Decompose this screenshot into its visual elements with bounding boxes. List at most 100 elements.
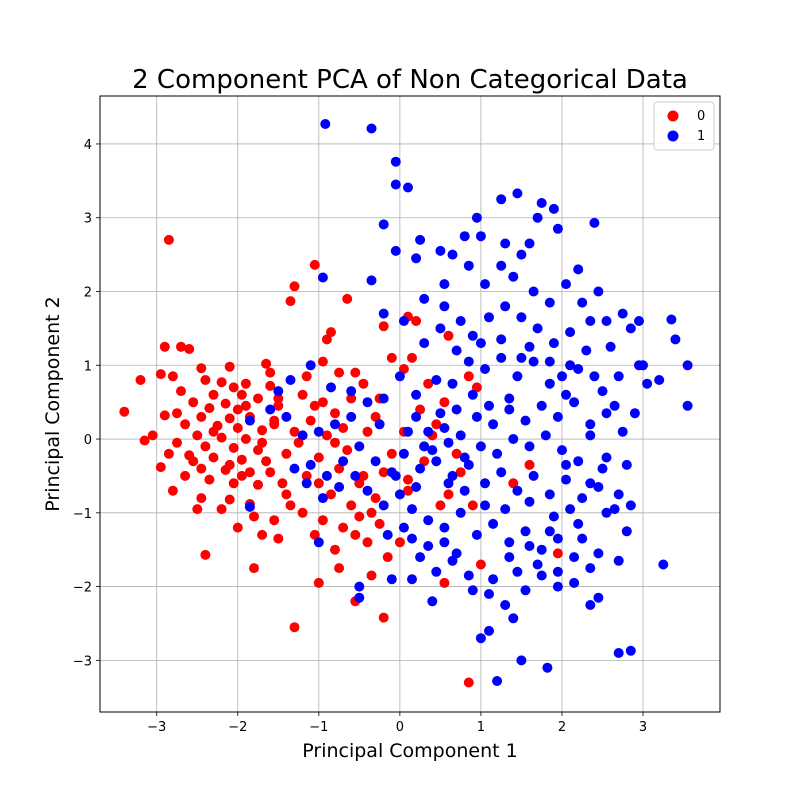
data-point-series-0: [350, 367, 361, 378]
data-point-series-1: [366, 123, 377, 134]
data-point-series-1: [601, 452, 612, 463]
data-point-series-1: [447, 378, 458, 389]
data-point-series-1: [544, 356, 555, 367]
data-point-series-1: [504, 552, 515, 563]
data-point-series-1: [516, 655, 527, 666]
data-point-series-0: [354, 478, 365, 489]
data-point-series-0: [216, 377, 227, 388]
data-point-series-1: [467, 389, 478, 400]
data-point-series-1: [504, 393, 515, 404]
data-point-series-1: [488, 419, 499, 430]
data-point-series-0: [378, 612, 389, 623]
data-point-series-1: [609, 400, 620, 411]
data-point-series-0: [240, 434, 251, 444]
data-point-series-0: [394, 537, 405, 548]
data-point-series-1: [621, 459, 632, 470]
data-point-series-1: [451, 345, 462, 356]
chart-title: 2 Component PCA of Non Categorical Data: [132, 65, 688, 95]
y-tick-label: −2: [73, 581, 92, 596]
data-point-series-1: [496, 194, 507, 205]
legend-marker-1: [667, 130, 679, 142]
data-point-series-0: [330, 437, 340, 448]
data-point-series-1: [666, 314, 677, 325]
data-point-series-1: [435, 408, 446, 419]
data-point-series-1: [378, 393, 389, 404]
data-point-series-1: [516, 312, 527, 323]
data-point-series-1: [244, 415, 255, 426]
data-point-series-1: [532, 559, 543, 570]
data-point-series-0: [180, 470, 191, 481]
data-point-series-0: [374, 518, 385, 529]
data-point-series-0: [326, 327, 336, 338]
data-point-series-0: [475, 559, 486, 570]
data-point-series-0: [338, 423, 349, 433]
data-point-series-1: [496, 352, 507, 363]
data-point-series-1: [585, 430, 596, 441]
data-point-series-1: [577, 533, 588, 544]
data-point-series-1: [601, 507, 612, 518]
data-point-series-0: [265, 380, 276, 391]
data-point-series-1: [415, 463, 426, 474]
data-point-series-0: [313, 577, 324, 588]
data-point-series-0: [249, 511, 259, 522]
data-point-series-1: [398, 522, 409, 533]
data-point-series-1: [593, 548, 604, 559]
data-point-series-1: [411, 411, 422, 422]
data-point-series-0: [386, 352, 397, 363]
data-point-series-0: [176, 386, 186, 397]
data-point-series-0: [419, 456, 430, 467]
data-point-series-0: [257, 437, 268, 448]
data-point-series-0: [382, 552, 393, 563]
data-point-series-1: [403, 426, 413, 437]
data-point-series-1: [439, 537, 450, 548]
data-point-series-1: [411, 253, 422, 264]
data-point-series-1: [480, 478, 490, 489]
data-point-series-0: [467, 500, 478, 511]
data-point-series-0: [216, 432, 227, 443]
data-point-series-1: [512, 371, 523, 382]
data-point-series-0: [232, 404, 243, 415]
data-point-series-1: [488, 574, 499, 585]
data-point-series-1: [467, 585, 478, 596]
data-point-series-0: [224, 494, 235, 505]
data-point-series-0: [354, 511, 365, 522]
data-point-series-0: [216, 504, 227, 515]
data-point-series-1: [350, 470, 361, 481]
data-point-series-1: [577, 493, 588, 504]
data-point-series-0: [451, 448, 462, 459]
data-point-series-1: [394, 371, 405, 382]
data-point-series-0: [163, 234, 174, 245]
data-point-series-1: [419, 293, 430, 304]
x-tick-label: 1: [477, 720, 485, 735]
data-point-series-0: [301, 371, 312, 382]
data-point-series-1: [552, 223, 563, 234]
data-point-series-0: [281, 489, 292, 500]
y-tick-label: 0: [84, 433, 92, 448]
data-point-series-1: [407, 504, 417, 515]
data-point-series-1: [629, 408, 640, 419]
data-point-series-1: [552, 411, 563, 422]
data-point-series-0: [155, 462, 166, 473]
data-point-series-0: [508, 478, 519, 489]
data-point-series-1: [524, 441, 535, 452]
data-point-series-1: [609, 504, 620, 515]
data-point-series-1: [625, 645, 636, 656]
x-tick-label: 0: [396, 720, 404, 735]
data-point-series-1: [407, 574, 417, 585]
data-point-series-1: [459, 485, 470, 496]
data-point-series-1: [411, 482, 422, 492]
data-point-series-1: [463, 356, 474, 367]
data-point-series-1: [573, 264, 584, 275]
data-point-series-1: [654, 375, 665, 385]
data-point-series-1: [447, 249, 458, 260]
data-point-series-1: [439, 423, 450, 433]
data-point-series-1: [285, 375, 296, 385]
data-point-series-1: [475, 231, 486, 242]
data-point-series-1: [419, 441, 430, 452]
data-point-series-0: [224, 413, 235, 424]
data-point-series-0: [285, 296, 296, 307]
data-point-series-0: [358, 470, 369, 481]
data-point-series-1: [463, 260, 474, 271]
data-point-series-1: [281, 411, 292, 422]
data-point-series-0: [159, 341, 170, 352]
